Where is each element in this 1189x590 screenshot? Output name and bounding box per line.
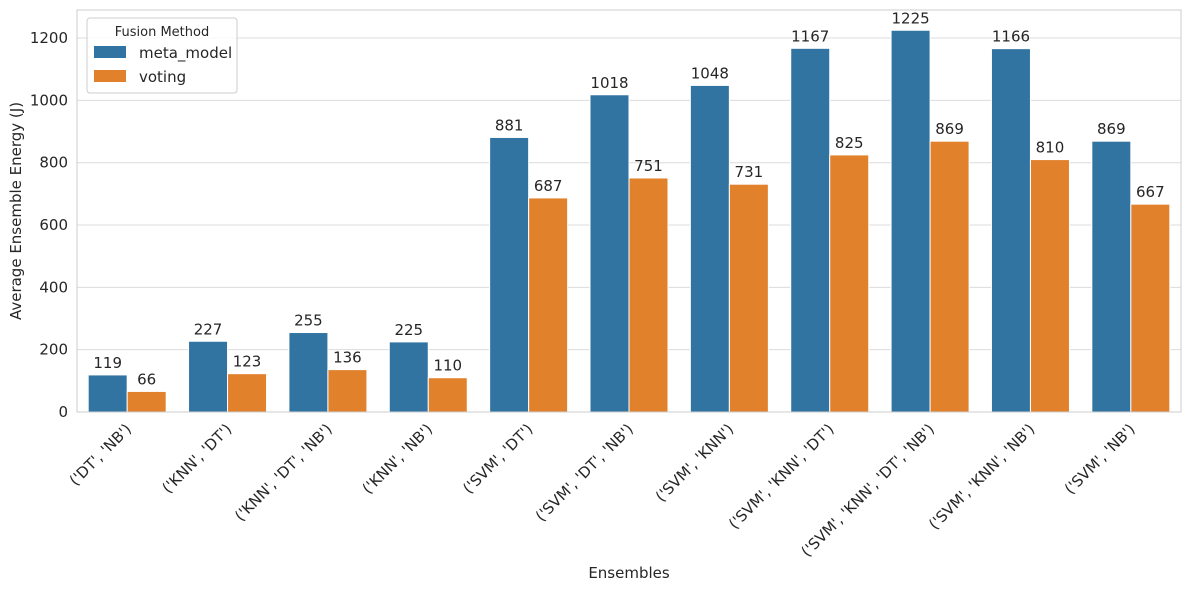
bar-meta-model (388, 341, 429, 413)
y-tick-label: 0 (58, 403, 68, 421)
x-tick-label: ('SVM', 'NB') (1061, 420, 1139, 498)
y-tick-label: 400 (39, 278, 68, 296)
bar-voting (126, 390, 167, 413)
y-axis-title: Average Ensemble Energy (J) (7, 102, 25, 320)
x-axis-ticks: ('DT', 'NB') ('KNN', 'DT')('KNN', 'DT', '… (66, 420, 1139, 560)
bar-value-label: 1048 (691, 64, 729, 82)
bar-meta-model (890, 29, 931, 413)
bar-voting (227, 373, 268, 413)
bar-value-label: 1018 (590, 74, 628, 92)
legend-swatch-meta-model (94, 46, 126, 58)
bar-value-label: 751 (634, 157, 663, 175)
bar-voting (528, 197, 569, 413)
bar-meta-model (489, 136, 530, 413)
bar-value-label: 225 (394, 321, 423, 339)
legend: Fusion Method meta_model voting (86, 17, 238, 94)
bar-value-label: 1166 (992, 28, 1030, 46)
bar-value-label: 136 (333, 349, 362, 367)
bars (87, 29, 1171, 413)
x-tick-label: ('SVM', 'DT', 'NB') (532, 420, 637, 525)
bar-voting (728, 183, 769, 413)
bar-meta-model (790, 47, 831, 413)
x-tick-label: ('KNN', 'NB') (359, 420, 436, 497)
bar-meta-model (288, 332, 329, 413)
bar-value-label: 731 (735, 163, 764, 181)
bar-value-label: 110 (433, 357, 462, 375)
bar-value-label: 810 (1036, 139, 1065, 157)
bar-value-label: 687 (534, 177, 563, 195)
y-tick-label: 200 (39, 341, 68, 359)
y-tick-label: 600 (39, 216, 68, 234)
y-tick-label: 800 (39, 154, 68, 172)
x-tick-label: ('SVM', 'KNN', 'NB') (925, 420, 1038, 533)
x-tick-label: ('SVM', 'KNN', 'DT') (725, 420, 838, 533)
bar-meta-model (990, 48, 1031, 413)
bar-meta-model (1091, 140, 1132, 413)
bar-value-label: 869 (1097, 120, 1126, 138)
y-tick-label: 1200 (30, 29, 68, 47)
legend-label-meta-model: meta_model (139, 44, 232, 63)
bar-voting (628, 177, 669, 413)
legend-title: Fusion Method (115, 25, 209, 40)
bar-meta-model (87, 374, 128, 413)
bar-voting (327, 369, 368, 413)
bar-meta-model (689, 84, 730, 413)
bar-value-label: 227 (194, 320, 223, 338)
bar-value-label: 66 (137, 370, 156, 388)
bar-value-label: 881 (495, 116, 524, 134)
bar-value-label: 123 (233, 353, 262, 371)
legend-swatch-voting (94, 70, 126, 82)
y-axis-ticks: 0 200 400 600 800 1000 1200 (30, 29, 68, 421)
plot-frame (76, 9, 1182, 413)
legend-label-voting: voting (139, 68, 186, 86)
x-tick-label: ('SVM', 'DT') (459, 420, 536, 497)
bar-voting (829, 154, 870, 413)
x-tick-label: ('KNN', 'DT') (158, 420, 235, 497)
bar-value-label: 1167 (791, 27, 829, 45)
bar-voting (1130, 203, 1171, 413)
bar-value-label: 119 (93, 354, 122, 372)
x-axis-title: Ensembles (588, 564, 670, 582)
bar-value-label: 869 (935, 120, 964, 138)
bar-value-labels: 119 66 227 123 255 136 225 110 881 687 1018 751 1048… (93, 9, 1164, 388)
bar-value-label: 255 (294, 312, 323, 330)
bar-value-label: 825 (835, 134, 864, 152)
bar-value-label: 667 (1136, 183, 1165, 201)
bar-voting (427, 377, 468, 413)
bar-meta-model (188, 340, 229, 413)
x-tick-label: ('DT', 'NB') (66, 420, 135, 489)
x-tick-label: ('SVM', 'KNN') (652, 420, 737, 505)
y-tick-label: 1000 (30, 91, 68, 109)
bar-meta-model (589, 94, 630, 413)
bar-voting (929, 140, 970, 413)
x-tick-label: ('KNN', 'DT', 'NB') (231, 420, 336, 525)
bar-value-label: 1225 (891, 9, 929, 27)
bar-voting (1029, 159, 1070, 413)
